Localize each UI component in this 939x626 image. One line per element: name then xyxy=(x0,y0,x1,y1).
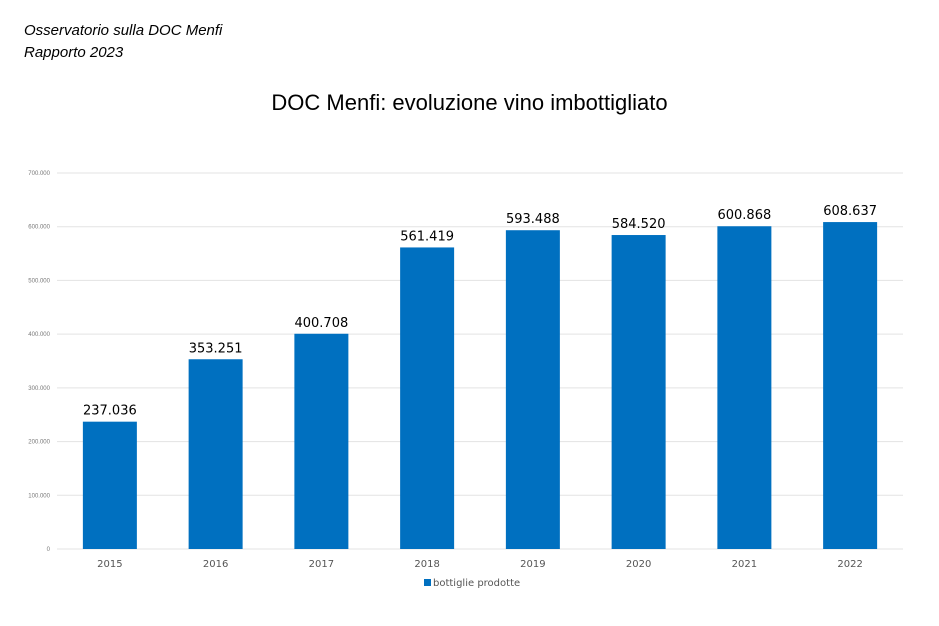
bar-2021 xyxy=(717,226,772,549)
data-label: 584.520 xyxy=(612,217,666,232)
report-header-line1: Osservatorio sulla DOC Menfi xyxy=(24,22,223,39)
data-label: 400.708 xyxy=(294,316,348,331)
y-tick-label: 400.000 xyxy=(28,332,50,338)
data-label: 593.488 xyxy=(506,212,560,227)
x-tick-label: 2022 xyxy=(837,559,862,570)
report-header-line2: Rapporto 2023 xyxy=(24,44,124,61)
data-label: 353.251 xyxy=(189,341,243,356)
y-tick-label: 500.000 xyxy=(28,278,50,284)
y-tick-label: 700.000 xyxy=(28,171,50,177)
legend-label: bottiglie prodotte xyxy=(433,578,520,589)
x-tick-label: 2018 xyxy=(414,559,439,570)
x-tick-label: 2017 xyxy=(309,559,334,570)
x-tick-label: 2021 xyxy=(732,559,757,570)
bar-2018 xyxy=(400,247,455,549)
data-label: 608.637 xyxy=(823,204,877,219)
y-tick-label: 0 xyxy=(47,547,51,553)
y-tick-label: 600.000 xyxy=(28,225,50,231)
data-label: 600.868 xyxy=(717,208,771,223)
bar-2015 xyxy=(82,421,137,549)
x-tick-label: 2015 xyxy=(97,559,122,570)
data-label: 237.036 xyxy=(83,404,137,419)
bar-2022 xyxy=(823,222,878,549)
bar-2016 xyxy=(188,359,243,549)
x-tick-label: 2016 xyxy=(203,559,228,570)
legend-swatch xyxy=(424,579,431,586)
bar-2019 xyxy=(505,230,560,549)
data-label: 561.419 xyxy=(400,229,454,244)
y-tick-label: 300.000 xyxy=(28,386,50,392)
x-tick-label: 2019 xyxy=(520,559,545,570)
y-tick-label: 200.000 xyxy=(28,440,50,446)
x-tick-label: 2020 xyxy=(626,559,651,570)
chart-title: DOC Menfi: evoluzione vino imbottigliato xyxy=(271,90,668,115)
bar-2020 xyxy=(611,235,666,550)
bar-2017 xyxy=(294,333,349,549)
y-tick-label: 100.000 xyxy=(28,493,50,499)
